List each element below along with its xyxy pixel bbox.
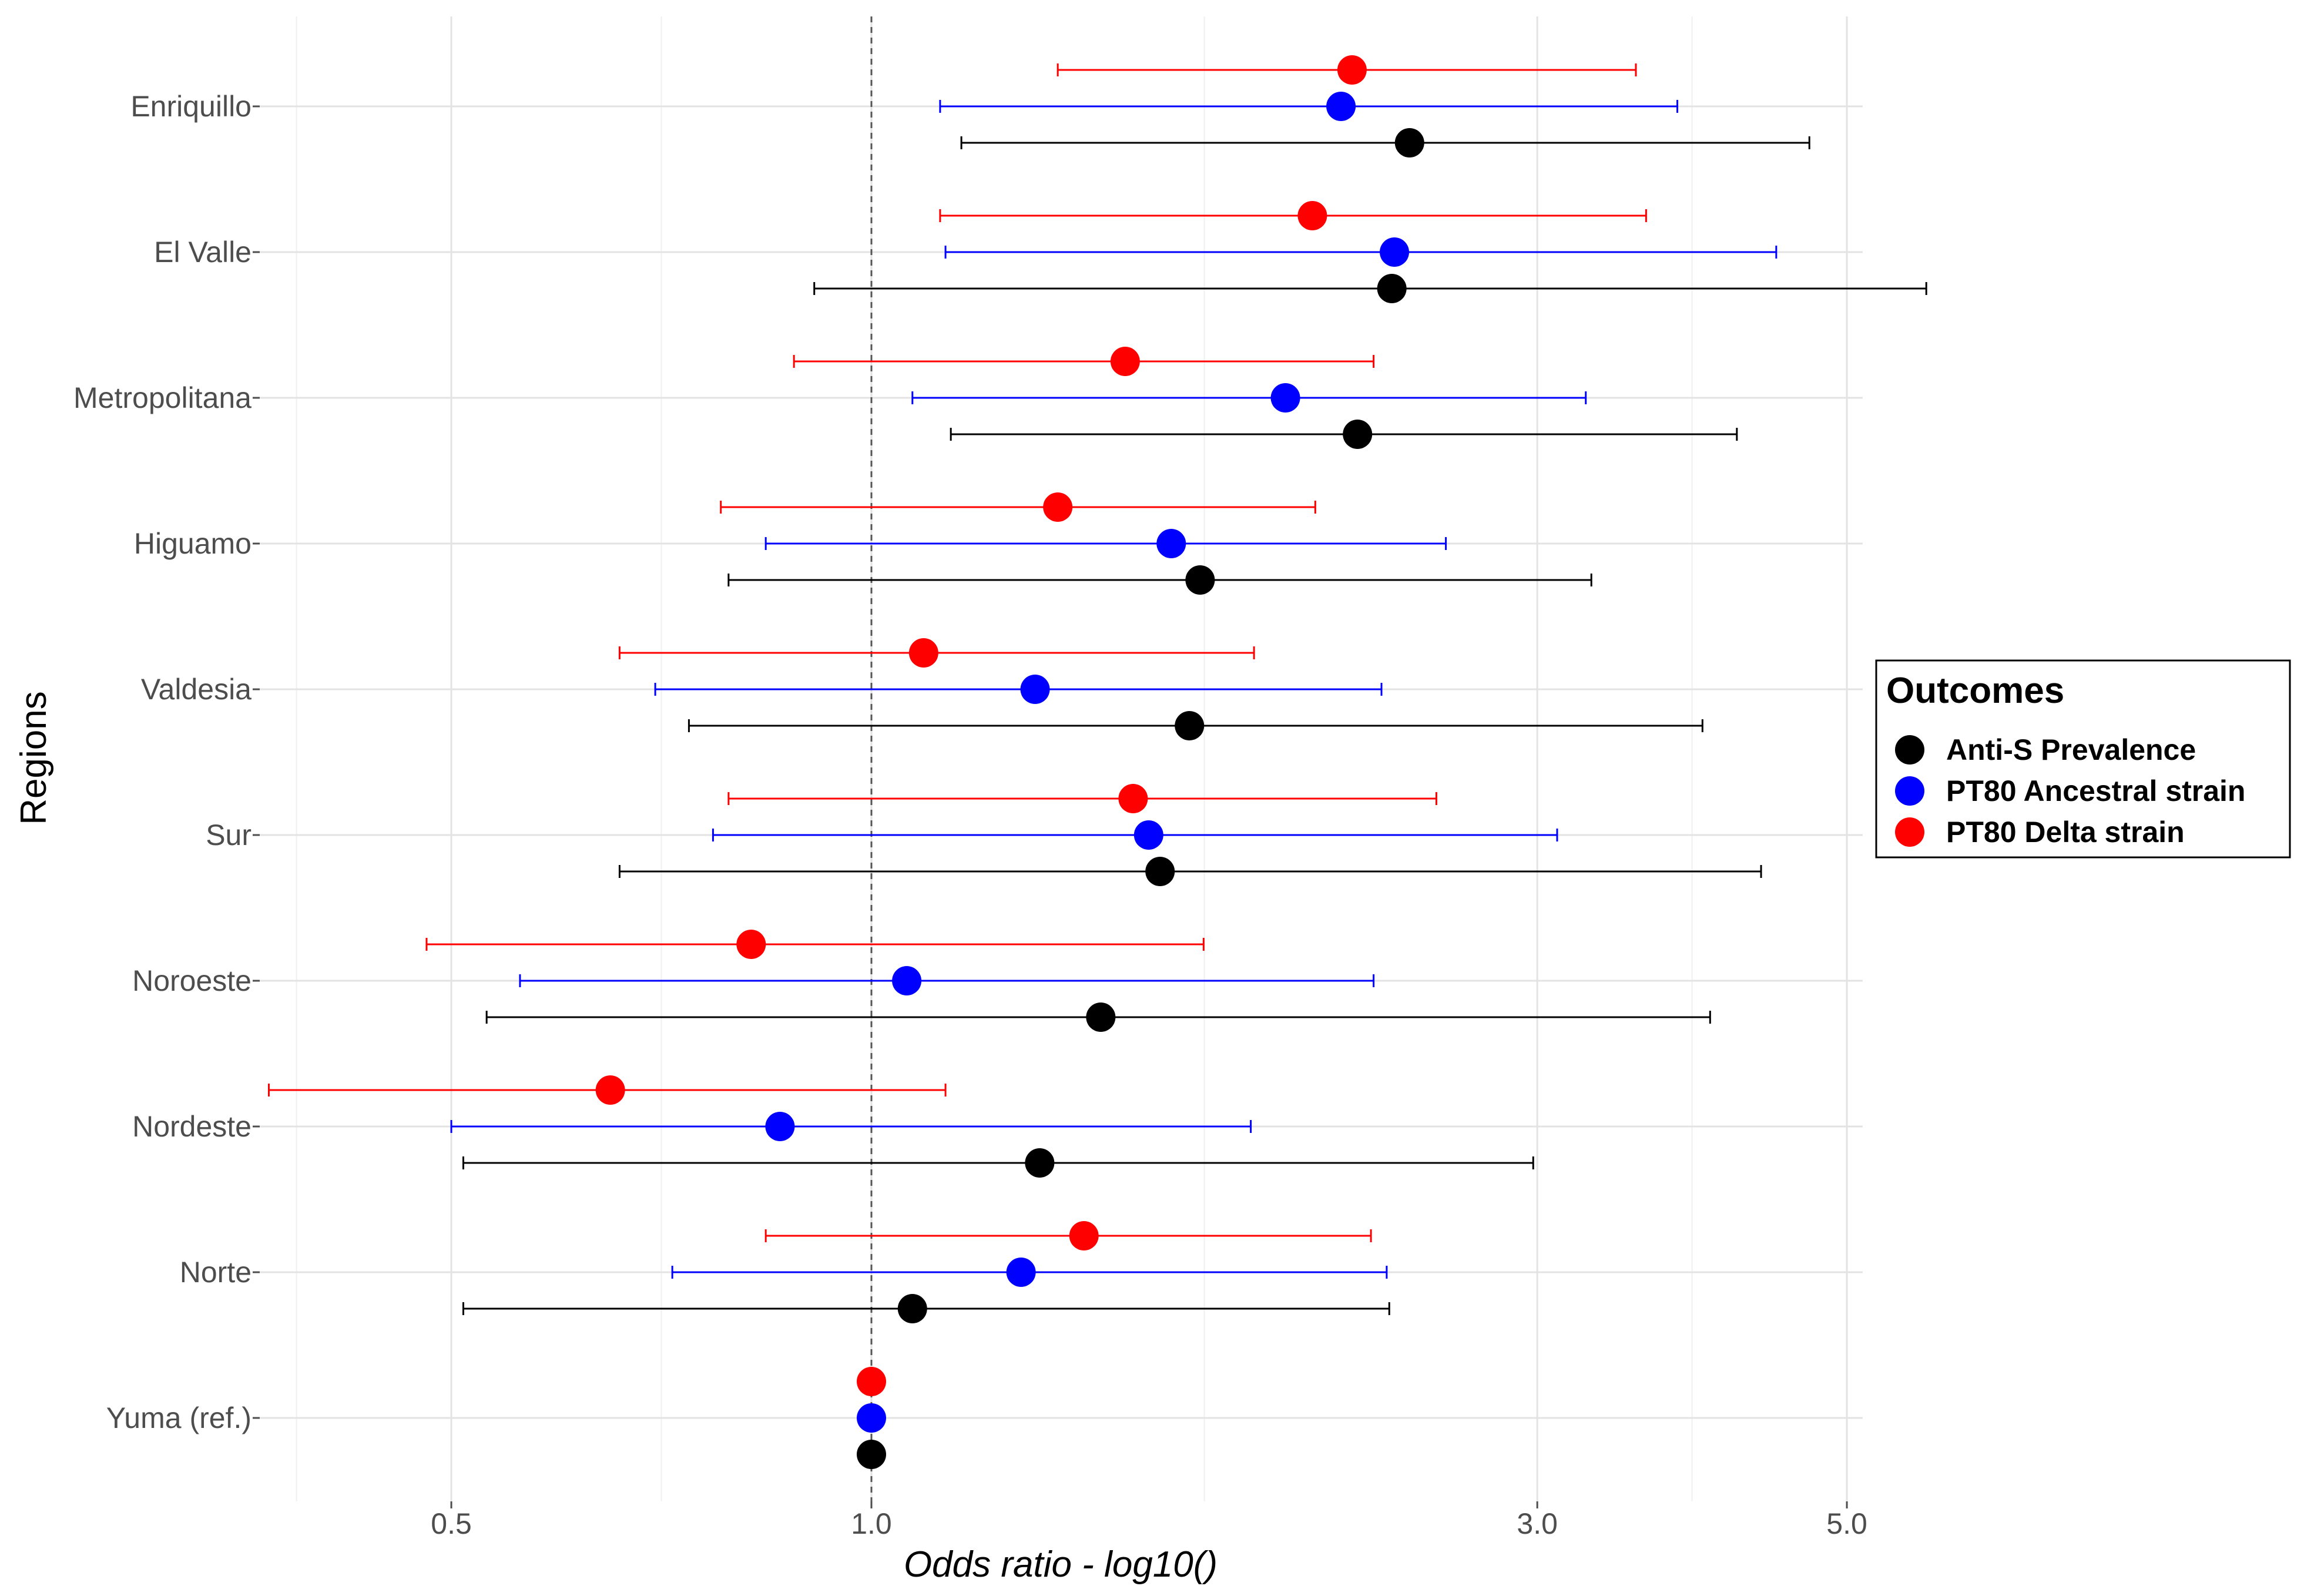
y-tick-label: Sur bbox=[206, 819, 251, 851]
point-pt80-ancestral-strain bbox=[765, 1112, 795, 1141]
y-tick-label: Higuamo bbox=[134, 527, 251, 560]
point-pt80-delta-strain bbox=[857, 1367, 886, 1396]
point-anti-s-prevalence bbox=[1145, 857, 1175, 886]
point-anti-s-prevalence bbox=[897, 1294, 927, 1323]
legend-entries: Anti-S Prevalence PT80 Ancestral strain PT… bbox=[1895, 733, 2245, 849]
point-pt80-delta-strain bbox=[595, 1075, 625, 1105]
legend-key bbox=[1895, 817, 1924, 847]
point-pt80-delta-strain bbox=[1069, 1221, 1099, 1250]
x-tick-label: 5.0 bbox=[1826, 1507, 1867, 1540]
point-anti-s-prevalence bbox=[1185, 565, 1215, 595]
point-pt80-ancestral-strain bbox=[892, 966, 922, 995]
x-tick-label: 0.5 bbox=[431, 1507, 472, 1540]
legend-label: PT80 Ancestral strain bbox=[1946, 774, 2245, 807]
legend-label: PT80 Delta strain bbox=[1946, 816, 2185, 849]
y-tick-label: Enriquillo bbox=[130, 90, 251, 123]
point-estimates bbox=[595, 55, 1424, 1469]
minor-gridlines bbox=[296, 16, 1693, 1501]
y-axis-title: Regions bbox=[14, 691, 54, 824]
point-anti-s-prevalence bbox=[1025, 1148, 1055, 1178]
y-tick-label: Valdesia bbox=[141, 673, 251, 706]
legend-box bbox=[1875, 659, 2291, 859]
y-tick-label: El Valle bbox=[154, 236, 251, 269]
point-anti-s-prevalence bbox=[1086, 1002, 1116, 1032]
point-anti-s-prevalence bbox=[1394, 128, 1424, 157]
point-pt80-delta-strain bbox=[736, 930, 766, 959]
point-anti-s-prevalence bbox=[1377, 274, 1407, 303]
y-tick-label: Metropolitana bbox=[73, 381, 251, 414]
point-anti-s-prevalence bbox=[857, 1440, 886, 1469]
point-pt80-delta-strain bbox=[1118, 784, 1148, 813]
legend-label: Anti-S Prevalence bbox=[1946, 733, 2196, 766]
point-pt80-ancestral-strain bbox=[1133, 820, 1163, 850]
point-pt80-ancestral-strain bbox=[1326, 92, 1356, 121]
legend-key bbox=[1895, 776, 1924, 806]
point-pt80-ancestral-strain bbox=[1020, 675, 1050, 704]
x-tick-label: 1.0 bbox=[851, 1507, 892, 1540]
point-pt80-delta-strain bbox=[1337, 55, 1367, 85]
point-pt80-ancestral-strain bbox=[1380, 237, 1410, 267]
y-tick-label: Yuma (ref.) bbox=[106, 1401, 251, 1434]
point-pt80-delta-strain bbox=[908, 638, 938, 668]
point-pt80-delta-strain bbox=[1043, 492, 1073, 522]
y-tick-label: Norte bbox=[180, 1256, 251, 1289]
point-pt80-ancestral-strain bbox=[857, 1403, 886, 1433]
y-tick-label: Noroeste bbox=[132, 964, 251, 997]
x-axis-tick-labels: 0.5 1.0 3.0 5.0 bbox=[431, 1501, 1867, 1540]
point-pt80-ancestral-strain bbox=[1006, 1258, 1036, 1287]
x-tick-label: 3.0 bbox=[1517, 1507, 1558, 1540]
point-anti-s-prevalence bbox=[1343, 420, 1373, 449]
point-anti-s-prevalence bbox=[1175, 711, 1205, 740]
y-axis-tick-labels: Enriquillo El Valle Metropolitana Higuamo Va… bbox=[73, 90, 260, 1434]
point-pt80-delta-strain bbox=[1110, 347, 1140, 376]
point-pt80-ancestral-strain bbox=[1156, 529, 1186, 558]
legend: Outcomes Anti-S Prevalence PT80 Ancestral… bbox=[1875, 659, 2291, 859]
legend-key bbox=[1895, 735, 1924, 765]
y-tick-label: Nordeste bbox=[132, 1110, 251, 1143]
point-pt80-delta-strain bbox=[1297, 201, 1327, 230]
legend-title: Outcomes bbox=[1886, 670, 2064, 711]
point-pt80-ancestral-strain bbox=[1270, 383, 1300, 413]
x-axis-title: Odds ratio - log10() bbox=[904, 1544, 1218, 1585]
